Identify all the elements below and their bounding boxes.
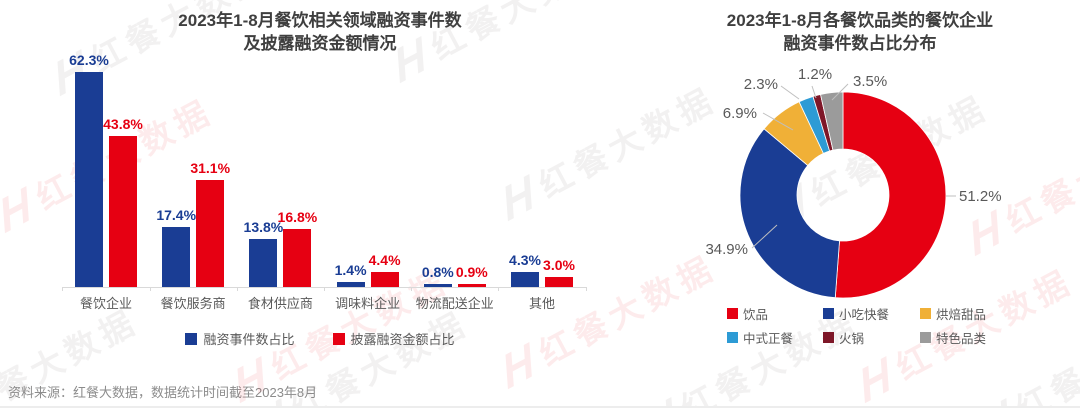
legend-label: 中式正餐 [743,332,794,346]
donut-chart-title-line2: 融资事件数占比分布 [783,34,937,53]
bar-value-label: 4.3% [509,252,541,269]
bar-value-label: 62.3% [69,52,109,69]
legend-item: 烘焙甜品 [920,304,986,323]
legend-label: 烘焙甜品 [936,308,987,322]
bar-value-label: 16.8% [277,209,318,226]
category-label: 食材供应商 [247,296,313,311]
legend-item: 中式正餐 [727,328,823,347]
bar-value-label: 1.4% [334,262,367,279]
legend-label: 小吃快餐 [839,308,890,322]
donut-chart-title-line1: 2023年1-8月各餐饮品类的餐饮企业 [726,11,994,30]
donut-chart-legend: 饮品 小吃快餐 烘焙甜品中式正餐 火锅 特色品类 [727,304,986,347]
bar-value-label: 17.4% [156,206,197,223]
category-label: 物流配送企业 [415,296,494,311]
donut-chart: 51.2% 34.9% 6.9% 2.3% 1.2% 3.5% [705,66,1002,299]
bar [336,282,365,287]
callout-line [751,224,778,249]
callout-line [762,112,794,131]
slice-value-label: 2.3% [744,76,778,93]
bar [457,283,486,287]
bar [75,72,103,287]
slice-value-label: 34.9% [705,241,748,258]
donut-slice [820,91,844,151]
legend-swatch [920,332,931,343]
legend-label: 融资事件数占比 [203,332,295,347]
source-note: 资料来源：红餐大数据，数据统计时间截至2023年8月 [8,385,318,400]
legend-label: 特色品类 [936,332,987,346]
bar-chart-title-line2: 及披露融资金额情况 [243,34,397,53]
legend-swatch [920,308,931,319]
x-axis [62,287,587,291]
legend-label: 火锅 [839,332,865,346]
category-label: 调味料企业 [335,296,401,311]
bar-value-label: 43.8% [103,115,143,132]
bar [196,179,225,287]
bar [423,284,452,287]
callout-line [831,83,849,101]
slice-value-label: 3.5% [853,73,887,90]
legend-swatch [823,308,834,319]
legend-swatch [332,332,345,345]
category-label: 餐饮服务商 [160,296,226,311]
bar-value-label: 13.8% [243,219,284,236]
axis-tick [411,287,413,291]
bar-value-label: 0.8% [421,264,454,281]
bar [545,276,573,287]
axis-tick [585,287,587,291]
bar [370,271,399,287]
bar-value-label: 3.0% [543,256,575,273]
bar-chart-legend: 融资事件数占比 披露融资金额占比 [40,329,600,348]
slice-value-label: 6.9% [723,105,757,122]
donut-slice [834,91,947,299]
legend-item: 火锅 [823,328,920,347]
slice-value-label: 1.2% [798,66,832,83]
donut-slice [739,128,840,299]
slice-value-label: 51.2% [959,188,1002,205]
axis-tick [236,287,238,291]
legend-swatch [185,332,198,345]
bar-value-label: 4.4% [368,251,401,268]
axis-tick [62,287,64,291]
legend-item: 融资事件数占比 [185,329,295,348]
donut-chart-title: 2023年1-8月各餐饮品类的餐饮企业 融资事件数占比分布 [660,9,1060,55]
bar [249,239,278,287]
bar [511,272,539,287]
legend-swatch [727,332,738,343]
callout-line [780,85,800,100]
bar-value-label: 31.1% [190,159,231,176]
category-label: 其他 [528,296,556,311]
legend-swatch [727,308,738,319]
legend-item: 饮品 [727,304,823,323]
axis-tick [498,287,500,291]
legend-item: 特色品类 [920,328,986,347]
bar-chart-title-line1: 2023年1-8月餐饮相关领域融资事件数 [178,11,462,30]
legend-label: 披露融资金额占比 [350,332,455,347]
legend-item: 披露融资金额占比 [332,329,455,348]
callout-line [811,85,817,99]
legend-label: 饮品 [743,308,769,322]
bar-chart-title: 2023年1-8月餐饮相关领域融资事件数 及披露融资金额情况 [40,9,600,55]
axis-tick [324,287,325,291]
axis-tick [149,287,151,291]
bar [283,229,312,287]
bar-value-label: 0.9% [455,263,488,280]
bar [109,135,137,287]
legend-item: 小吃快餐 [823,304,920,323]
bar [162,226,191,287]
category-label: 餐饮企业 [79,296,133,311]
legend-swatch [823,332,834,343]
